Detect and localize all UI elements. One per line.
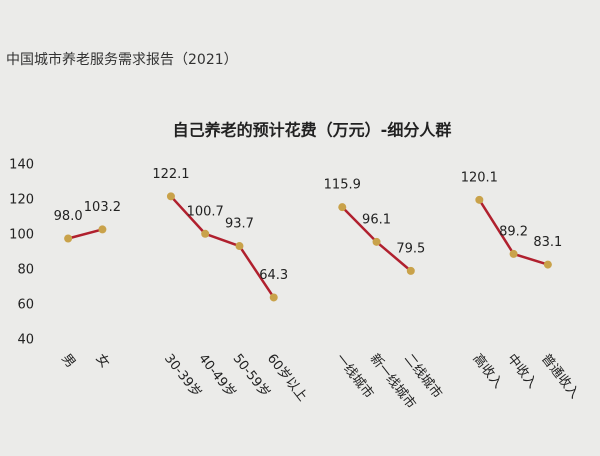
y-tick-label: 100: [9, 228, 34, 243]
data-point: [98, 225, 107, 234]
y-tick-label: 140: [9, 158, 34, 173]
value-label: 96.1: [362, 212, 391, 227]
value-label: 93.7: [225, 217, 254, 232]
data-point: [201, 229, 210, 238]
value-label: 103.2: [84, 200, 121, 215]
data-point: [64, 234, 73, 243]
y-tick-label: 120: [9, 193, 34, 208]
data-point: [406, 266, 415, 275]
value-label: 122.1: [152, 167, 189, 182]
value-label: 98.0: [54, 209, 83, 224]
value-label: 79.5: [396, 241, 425, 256]
value-label: 64.3: [259, 268, 288, 283]
chart-title: 自己养老的预计花费（万元）-细分人群: [173, 121, 452, 140]
y-tick-label: 40: [17, 333, 34, 348]
report-header: 中国城市养老服务需求报告（2021）: [6, 51, 238, 68]
value-label: 100.7: [187, 204, 224, 219]
data-point: [166, 192, 175, 201]
data-point: [269, 293, 278, 302]
data-point: [543, 260, 552, 269]
data-point: [475, 195, 484, 204]
data-point: [338, 203, 347, 212]
data-point: [372, 237, 381, 246]
value-label: 120.1: [461, 170, 498, 185]
y-tick-label: 60: [17, 298, 34, 313]
value-label: 89.2: [499, 224, 528, 239]
value-label: 115.9: [324, 178, 361, 193]
data-point: [509, 249, 518, 258]
y-tick-label: 80: [17, 263, 34, 278]
data-point: [235, 242, 244, 251]
series-line: [67, 195, 549, 299]
value-label: 83.1: [533, 235, 562, 250]
